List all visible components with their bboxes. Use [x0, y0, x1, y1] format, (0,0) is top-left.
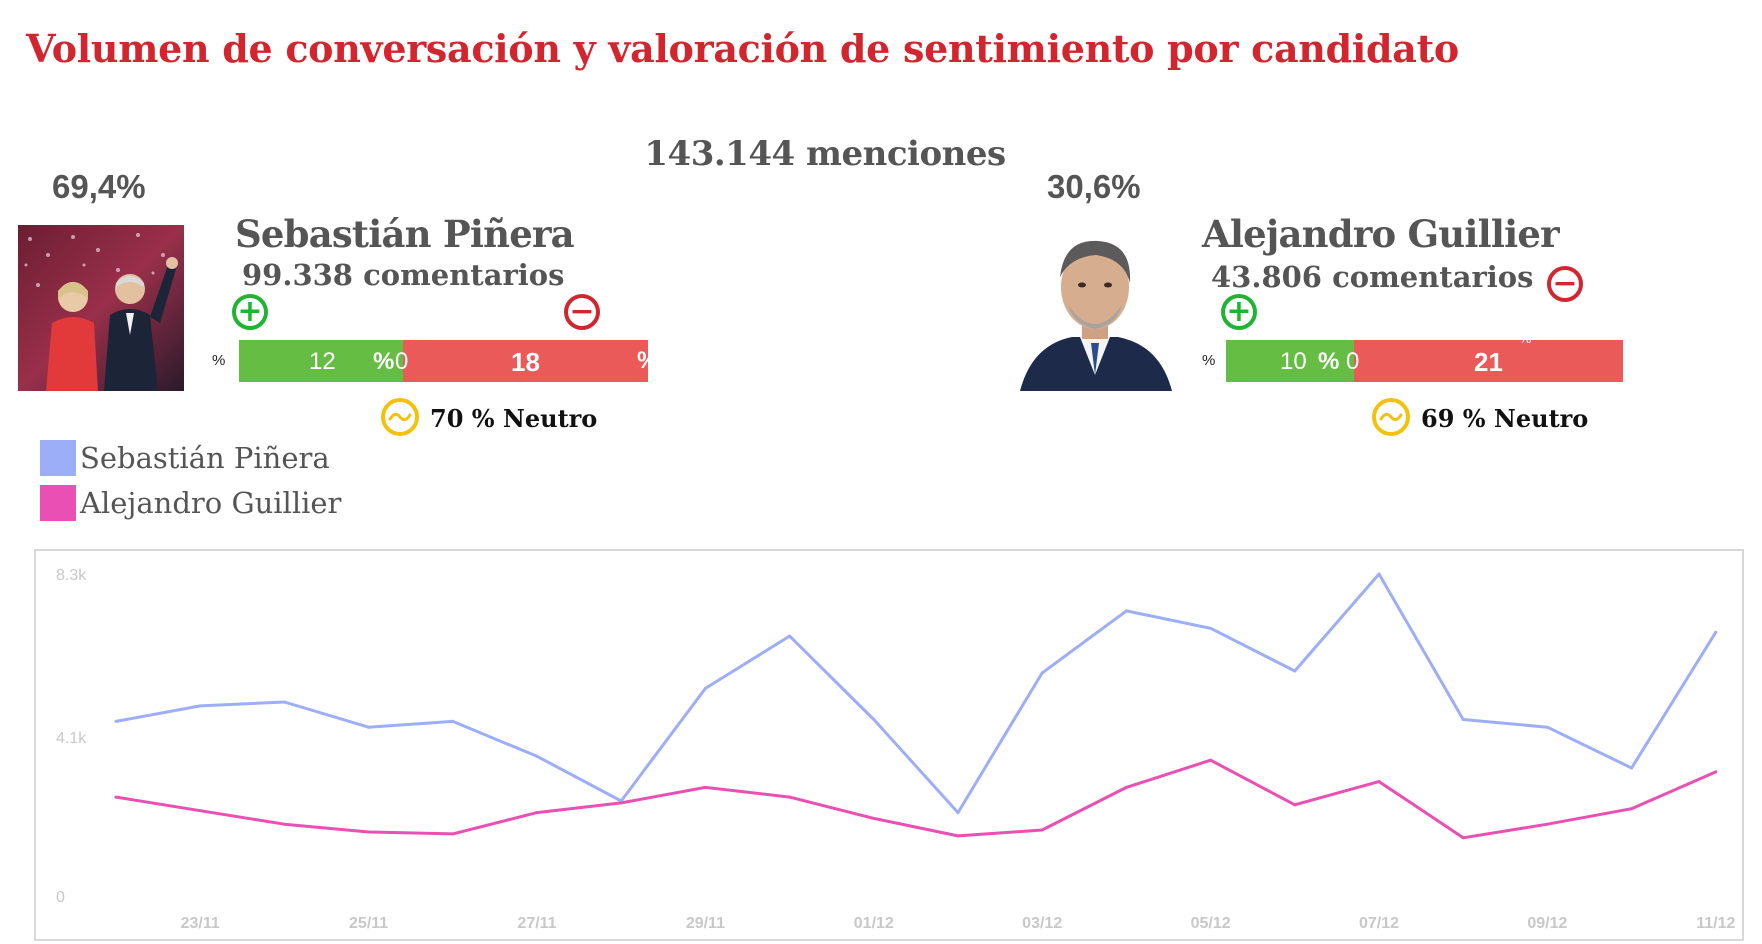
data-point [1545, 822, 1549, 826]
data-point [198, 704, 202, 708]
data-point [535, 754, 539, 758]
data-point [872, 717, 876, 721]
x-tick-label: 03/12 [1022, 915, 1062, 932]
x-tick-label: 07/12 [1359, 915, 1399, 932]
comments-pinera: 99.338 comentarios [242, 258, 565, 292]
data-point [1293, 803, 1297, 807]
series-line-guillier [115, 758, 1717, 840]
data-point [198, 809, 202, 813]
data-point [1545, 725, 1549, 729]
data-point [1124, 609, 1128, 613]
candidate-name-guillier: Alejandro Guillier [1202, 212, 1560, 256]
data-point [1209, 758, 1213, 762]
comments-guillier: 43.806 comentarios [1211, 260, 1534, 294]
data-point [788, 634, 792, 638]
data-point [451, 832, 455, 836]
x-tick-label: 27/11 [517, 915, 556, 932]
data-point [1209, 626, 1213, 630]
series-line-pinera [115, 572, 1718, 815]
share-pinera: 69,4% [52, 168, 146, 205]
data-point [1293, 669, 1297, 673]
chart-frame [34, 549, 1744, 941]
data-point [956, 834, 960, 838]
total-mentions: 143.144 menciones [644, 134, 1006, 174]
y-tick-label: 0 [56, 889, 65, 906]
neutral-label-guillier: 69 % Neutro [1421, 404, 1589, 433]
data-point [367, 725, 371, 729]
positive-zero-pinera: 0 [395, 348, 409, 375]
positive-zero-guillier: 0 [1346, 348, 1360, 375]
positive-value-pinera: 12 [309, 348, 336, 375]
x-tick-label: 05/12 [1191, 915, 1231, 932]
x-tick-label: 01/12 [854, 915, 894, 932]
data-point [1630, 807, 1634, 811]
data-point [114, 719, 118, 723]
data-point [1461, 836, 1465, 840]
legend-swatch-guillier [40, 485, 76, 521]
positive-percent-guillier: % [1318, 348, 1340, 375]
chart-title: Volumen de conversación y valoración de … [26, 26, 1459, 71]
axis-percent-label: % [212, 352, 226, 369]
data-point [1377, 780, 1381, 784]
negative-value-guillier: 21 [1474, 347, 1503, 377]
axis-percent-label: % [1202, 352, 1216, 369]
neutral-label-pinera: 70 % Neutro [430, 404, 598, 433]
data-point [619, 801, 623, 805]
negative-percent-pinera: % [637, 347, 659, 374]
data-point [1040, 671, 1044, 675]
data-point [451, 719, 455, 723]
positive-bar-guillier [1226, 340, 1354, 382]
negative-percent-guillier: % [1519, 330, 1532, 346]
legend-label-pinera: Sebastián Piñera [80, 441, 330, 475]
x-tick-label: 23/11 [181, 915, 220, 932]
negative-value-pinera: 18 [511, 347, 540, 377]
positive-percent-pinera: % [373, 348, 395, 375]
data-point [282, 822, 286, 826]
data-point [1714, 770, 1718, 774]
y-tick-label: 4.1k [56, 730, 87, 747]
legend-label-guillier: Alejandro Guillier [80, 486, 342, 520]
data-point [282, 700, 286, 704]
candidate-name-pinera: Sebastián Piñera [235, 212, 575, 256]
data-point [872, 816, 876, 820]
data-point [703, 785, 707, 789]
legend-swatch-pinera [40, 440, 76, 476]
plus-circle-icon: + [232, 294, 268, 330]
y-tick-label: 8.3k [56, 567, 87, 584]
data-point [1461, 717, 1465, 721]
x-tick-label: 25/11 [349, 915, 388, 932]
negative-bar-guillier [1354, 340, 1623, 382]
data-point [1377, 572, 1381, 576]
data-point [114, 795, 118, 799]
data-point [535, 811, 539, 815]
data-point [367, 830, 371, 834]
x-tick-label: 29/11 [686, 915, 725, 932]
plus-circle-icon: + [1221, 294, 1257, 330]
photo-pinera [18, 225, 184, 391]
positive-bar-pinera [239, 340, 403, 382]
x-tick-label: 09/12 [1527, 915, 1567, 932]
neutral-face-icon [381, 398, 419, 436]
data-point [788, 795, 792, 799]
data-point [956, 811, 960, 815]
photo-guillier [1012, 225, 1178, 391]
x-tick-label: 11/12 [1696, 915, 1735, 932]
data-point [703, 686, 707, 690]
data-point [1714, 630, 1718, 634]
data-point [1630, 766, 1634, 770]
data-point [1040, 828, 1044, 832]
share-guillier: 30,6% [1047, 168, 1141, 205]
positive-value-guillier: 10 [1280, 348, 1307, 375]
negative-bar-pinera [403, 340, 648, 382]
minus-circle-icon: − [1547, 266, 1583, 302]
data-point [1124, 785, 1128, 789]
minus-circle-icon: − [564, 294, 600, 330]
neutral-face-icon [1372, 398, 1410, 436]
